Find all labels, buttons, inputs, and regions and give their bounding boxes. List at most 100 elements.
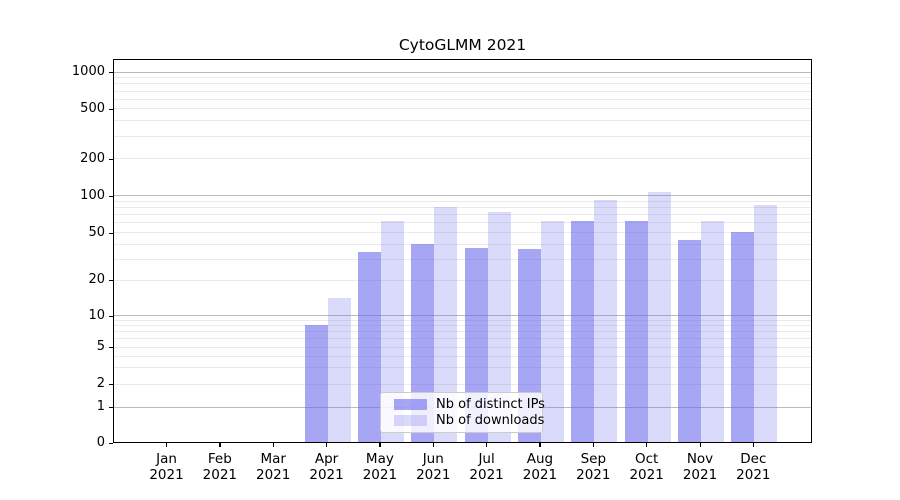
bar-downloads-dec — [754, 204, 778, 442]
y-tick-label: 100 — [80, 187, 105, 203]
bar-downloads-apr — [327, 297, 351, 442]
gridline-minor — [114, 136, 811, 137]
x-tick-label: Nov 2021 — [669, 451, 731, 483]
legend-swatch-downloads-icon — [394, 415, 427, 427]
y-tick-label: 0 — [96, 434, 105, 450]
x-tick — [219, 443, 221, 447]
x-tick-label: May 2021 — [349, 451, 411, 483]
gridline-minor — [114, 279, 811, 281]
x-tick — [752, 443, 755, 447]
plot-area — [113, 59, 812, 443]
x-tick — [646, 443, 648, 447]
legend-item-ips: Nb of distinct IPs — [394, 397, 545, 412]
x-tick-label-year: 2021 — [256, 466, 291, 483]
x-tick-label: Sep 2021 — [562, 451, 624, 483]
y-tick-label: 5 — [96, 339, 105, 355]
gridline-minor — [114, 83, 811, 85]
legend-swatch-ips-icon — [394, 398, 427, 410]
x-tick-label-month: Jan — [156, 451, 177, 467]
y-tick — [109, 407, 113, 409]
gridline-minor — [114, 319, 811, 321]
legend-item-label: Nb of distinct IPs — [436, 396, 545, 412]
legend: Nb of distinct IPs Nb of downloads — [380, 392, 545, 433]
legend-item-downloads: Nb of downloads — [394, 413, 544, 428]
x-tick-label-year: 2021 — [576, 466, 611, 483]
y-tick — [109, 280, 113, 282]
y-tick — [109, 195, 113, 197]
y-tick-label: 50 — [88, 224, 105, 240]
x-tick-label: Dec 2021 — [722, 451, 784, 483]
y-tick-label: 1000 — [71, 64, 105, 80]
gridline-minor — [114, 77, 811, 79]
chart-title: CytoGLMM 2021 — [398, 36, 527, 54]
gridline-major — [114, 195, 811, 196]
x-tick-label-year: 2021 — [416, 466, 451, 483]
x-tick-label-month: Oct — [634, 451, 659, 467]
gridline-minor — [114, 200, 811, 202]
x-tick-label: Mar 2021 — [242, 451, 304, 483]
x-tick-label-year: 2021 — [682, 466, 718, 483]
gridline-minor — [114, 232, 811, 233]
gridline-minor — [114, 367, 811, 369]
x-tick-label-month: May — [365, 451, 394, 467]
gridline-minor — [114, 243, 811, 245]
y-tick — [109, 442, 113, 444]
gridline-minor — [114, 158, 811, 159]
x-tick-label-month: Feb — [207, 451, 232, 467]
bar-downloads-aug — [540, 221, 564, 442]
x-tick — [379, 443, 381, 447]
x-tick-label-year: 2021 — [522, 466, 558, 483]
bar-ips-oct — [624, 221, 648, 442]
x-tick — [166, 443, 168, 447]
y-tick — [109, 347, 113, 349]
gridline-minor — [114, 258, 811, 260]
x-tick-label: Jun 2021 — [402, 451, 464, 483]
gridline-major — [114, 71, 811, 73]
x-tick-label-year: 2021 — [309, 466, 344, 483]
bar-downloads-nov — [701, 220, 724, 442]
x-tick-label-month: Apr — [314, 451, 339, 467]
gridline-minor — [114, 338, 811, 340]
gridline-minor — [114, 98, 811, 100]
x-tick-label-year: 2021 — [362, 466, 398, 483]
y-tick-label: 20 — [88, 272, 105, 288]
legend-item-label: Nb of downloads — [436, 413, 545, 429]
x-tick — [432, 443, 434, 447]
gridline-minor — [114, 120, 811, 122]
gridline-minor — [114, 214, 811, 216]
x-tick-label-month: Sep — [580, 451, 607, 467]
x-tick — [539, 443, 541, 447]
x-tick-label: Apr 2021 — [296, 451, 358, 483]
y-tick-label: 500 — [80, 100, 105, 116]
y-tick-label: 1 — [96, 399, 105, 415]
gridline-minor — [114, 325, 811, 327]
x-tick-label: Oct 2021 — [616, 451, 678, 483]
x-tick-label: Jan 2021 — [136, 451, 198, 483]
y-tick — [109, 315, 113, 317]
x-tick-label-year: 2021 — [629, 466, 664, 483]
x-tick — [486, 443, 488, 447]
x-tick — [272, 443, 274, 447]
gridline-minor — [114, 90, 811, 92]
x-tick-label-year: 2021 — [202, 466, 238, 483]
gridline-major — [114, 315, 811, 316]
y-tick-label: 2 — [96, 376, 105, 392]
gridline-minor — [114, 331, 811, 333]
y-tick — [109, 158, 113, 160]
x-tick-label-month: Jul — [478, 451, 495, 467]
gridline-minor — [114, 222, 811, 224]
bar-downloads-may — [380, 221, 404, 442]
bar-ips-may — [357, 252, 381, 442]
x-tick — [699, 443, 701, 447]
x-tick-label-month: Nov — [686, 451, 714, 467]
y-tick — [109, 384, 113, 386]
bar-ips-apr — [304, 325, 328, 442]
x-tick-label-year: 2021 — [736, 466, 771, 483]
bar-ips-nov — [678, 239, 701, 442]
x-tick-label-month: Aug — [526, 451, 554, 467]
y-tick — [109, 108, 113, 110]
x-tick — [326, 443, 328, 447]
x-tick-label-year: 2021 — [149, 466, 184, 483]
gridline-minor — [114, 206, 811, 208]
